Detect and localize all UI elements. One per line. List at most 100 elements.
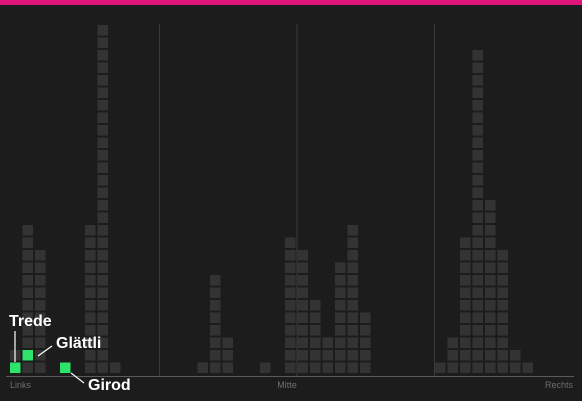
cell (347, 312, 358, 323)
cell (472, 275, 483, 286)
cell (97, 350, 108, 361)
cell (472, 362, 483, 373)
cell (485, 362, 496, 373)
cell (472, 250, 483, 261)
cell (85, 262, 96, 273)
x-tick-rechts: Rechts (545, 380, 574, 390)
cell (297, 337, 308, 348)
cell (485, 200, 496, 211)
cell (97, 262, 108, 273)
cell (310, 362, 321, 373)
cell (210, 300, 221, 311)
cell (472, 100, 483, 111)
cell (97, 250, 108, 261)
cell (447, 350, 458, 361)
cell (485, 275, 496, 286)
cell (35, 350, 46, 361)
cell (97, 75, 108, 86)
cell (497, 300, 508, 311)
cell (347, 262, 358, 273)
leader-line (37, 345, 53, 357)
cell (85, 287, 96, 298)
cell (335, 275, 346, 286)
cell (85, 250, 96, 261)
cell (460, 312, 471, 323)
cell (85, 300, 96, 311)
cell (97, 137, 108, 148)
cell (97, 200, 108, 211)
cell (322, 362, 333, 373)
cell (97, 87, 108, 98)
cell (460, 362, 471, 373)
cell-grid (10, 25, 533, 373)
cell (260, 362, 271, 373)
cell (347, 325, 358, 336)
cell (497, 362, 508, 373)
cell (310, 300, 321, 311)
cell (210, 312, 221, 323)
cell (35, 262, 46, 273)
cell (285, 362, 296, 373)
cell (510, 350, 521, 361)
cell (285, 250, 296, 261)
cell (35, 300, 46, 311)
cell (335, 262, 346, 273)
cell (97, 287, 108, 298)
cell (360, 337, 371, 348)
cell (497, 350, 508, 361)
cell (22, 312, 33, 323)
cell (97, 212, 108, 223)
cell (97, 125, 108, 136)
label-trede: Trede (9, 313, 52, 330)
cell (335, 337, 346, 348)
cell (97, 37, 108, 48)
cell (472, 287, 483, 298)
cell (485, 325, 496, 336)
cell (360, 350, 371, 361)
cell (22, 287, 33, 298)
cell (485, 262, 496, 273)
cell (460, 287, 471, 298)
highlighted-cells (10, 350, 71, 373)
cell (97, 25, 108, 36)
cell (360, 362, 371, 373)
cell (472, 325, 483, 336)
cell (497, 275, 508, 286)
leader-line (70, 372, 85, 384)
cell (22, 325, 33, 336)
cell (35, 287, 46, 298)
cell (485, 337, 496, 348)
cell (35, 362, 46, 373)
cell (472, 337, 483, 348)
cell (472, 50, 483, 61)
cell (22, 262, 33, 273)
label-girod: Girod (88, 377, 131, 394)
cell (497, 250, 508, 261)
cell (472, 300, 483, 311)
cell (310, 350, 321, 361)
cell (22, 225, 33, 236)
cell (97, 50, 108, 61)
cell (335, 312, 346, 323)
cell (485, 300, 496, 311)
cell (297, 275, 308, 286)
cell (460, 275, 471, 286)
cell (510, 362, 521, 373)
cell (35, 325, 46, 336)
cell (335, 300, 346, 311)
cell (360, 325, 371, 336)
cell (285, 262, 296, 273)
cell (472, 150, 483, 161)
cell (485, 212, 496, 223)
cell (222, 337, 233, 348)
cell (97, 162, 108, 173)
cell (85, 312, 96, 323)
x-tick-links: Links (10, 380, 32, 390)
cell (497, 262, 508, 273)
cell (297, 300, 308, 311)
cell (85, 275, 96, 286)
cell (472, 262, 483, 273)
cell (472, 162, 483, 173)
cell (460, 262, 471, 273)
